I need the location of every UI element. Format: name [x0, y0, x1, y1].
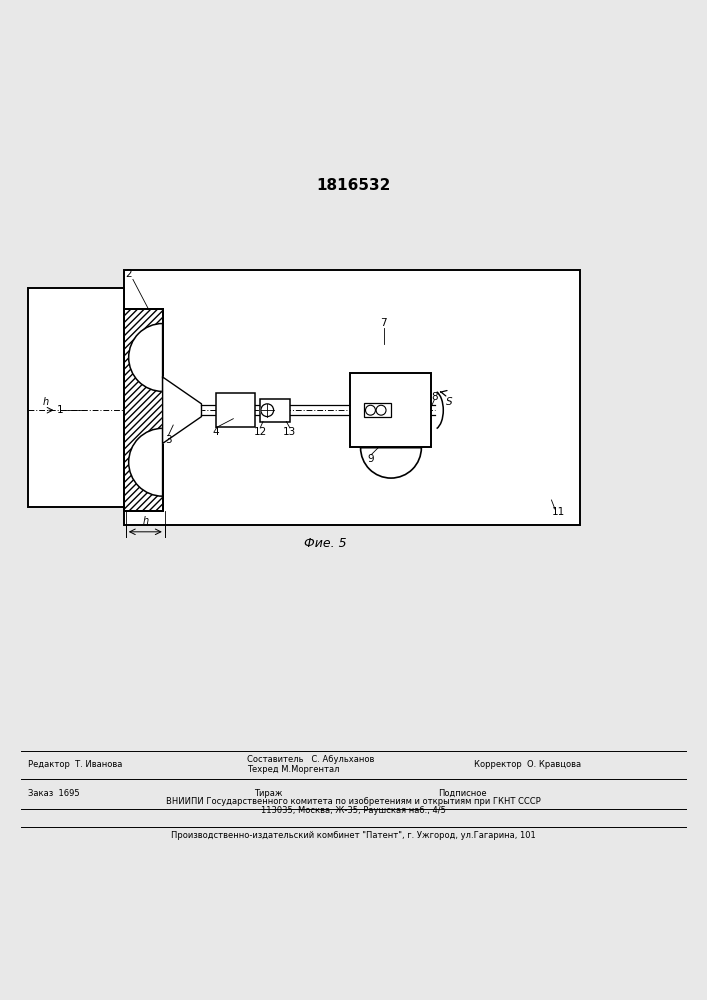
- Text: 9: 9: [368, 454, 375, 464]
- Circle shape: [261, 404, 274, 417]
- Bar: [28, 288, 124, 507]
- Text: Редактор  Т. Иванова: Редактор Т. Иванова: [28, 760, 122, 769]
- Bar: [124, 309, 163, 511]
- Circle shape: [376, 405, 386, 415]
- Text: h: h: [43, 397, 49, 407]
- Text: 4: 4: [212, 427, 219, 437]
- Bar: [124, 270, 580, 525]
- Wedge shape: [129, 324, 163, 391]
- Text: ВНИИПИ Государственного комитета по изобретениям и открытиям при ГКНТ СССР: ВНИИПИ Государственного комитета по изоб…: [166, 797, 541, 806]
- Wedge shape: [361, 448, 421, 478]
- Bar: [350, 373, 431, 447]
- Text: 8: 8: [431, 392, 438, 402]
- Text: h: h: [142, 516, 148, 526]
- Text: 7: 7: [380, 318, 387, 328]
- Bar: [260, 399, 290, 422]
- Text: Заказ  1695: Заказ 1695: [28, 789, 80, 798]
- Bar: [124, 309, 163, 511]
- Wedge shape: [129, 428, 163, 496]
- Text: 11: 11: [552, 507, 565, 517]
- Text: Техред М.Моргентал: Техред М.Моргентал: [247, 765, 340, 774]
- Text: Производственно-издательский комбинет "Патент", г. Ужгород, ул.Гагарина, 101: Производственно-издательский комбинет "П…: [171, 831, 536, 840]
- Polygon shape: [163, 377, 201, 443]
- Bar: [364, 403, 391, 417]
- Text: Фие. 5: Фие. 5: [304, 537, 346, 550]
- Circle shape: [366, 405, 375, 415]
- Text: 1816532: 1816532: [316, 178, 391, 193]
- Text: 12: 12: [254, 427, 267, 437]
- Text: 113035, Москва, Ж-35, Раушская наб., 4/5: 113035, Москва, Ж-35, Раушская наб., 4/5: [261, 806, 446, 815]
- Text: 13: 13: [284, 427, 296, 437]
- Bar: [216, 393, 255, 427]
- Text: 1: 1: [57, 405, 64, 415]
- Text: Корректор  О. Кравцова: Корректор О. Кравцова: [474, 760, 581, 769]
- Text: Тираж: Тираж: [255, 789, 283, 798]
- Text: S: S: [445, 397, 452, 407]
- Text: Подписное: Подписное: [438, 789, 487, 798]
- Text: 2: 2: [125, 269, 132, 279]
- Text: Составитель   С. Абульханов: Составитель С. Абульханов: [247, 755, 375, 764]
- Text: 3: 3: [165, 435, 172, 445]
